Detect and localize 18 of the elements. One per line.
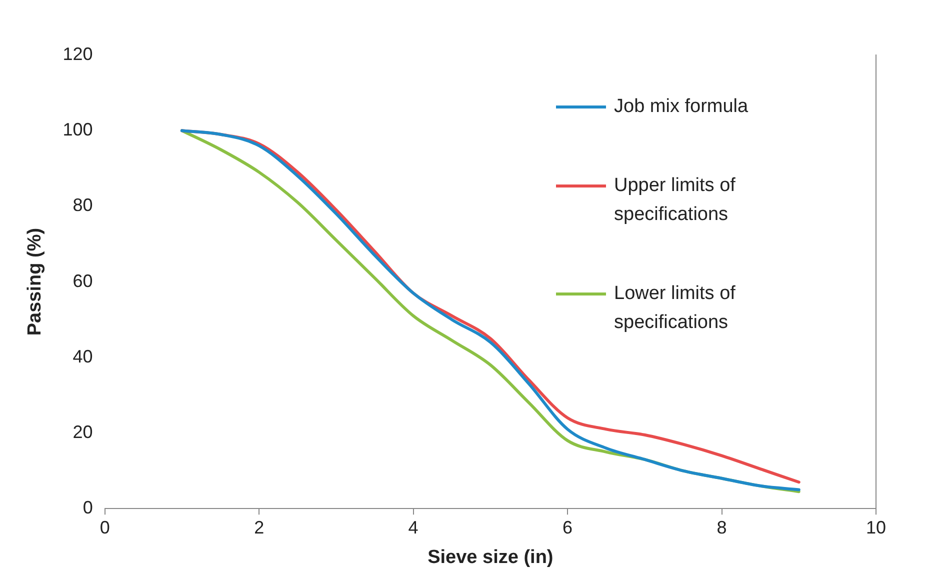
y-tick-label: 80 xyxy=(72,195,93,216)
x-tick-label: 6 xyxy=(562,517,573,538)
x-tick-label: 8 xyxy=(716,517,727,538)
legend-label: Job mix formula xyxy=(614,96,749,118)
x-tick-label: 2 xyxy=(254,517,264,538)
y-tick-label: 20 xyxy=(72,422,93,442)
y-tick-label: 40 xyxy=(72,346,93,366)
x-tick-label: 4 xyxy=(408,517,418,538)
y-tick-label: 120 xyxy=(62,44,93,64)
legend-label: Lower limits of specifications xyxy=(614,283,736,334)
x-tick-label: 10 xyxy=(866,517,886,538)
y-tick-label: 60 xyxy=(72,270,93,291)
y-axis-title: Passing (%) xyxy=(24,228,46,336)
x-axis-title: Sieve size (in) xyxy=(428,546,554,568)
y-tick-label: 0 xyxy=(82,498,93,518)
legend-label: Upper limits of specifications xyxy=(614,175,736,226)
y-tick-label: 100 xyxy=(62,120,93,140)
x-tick-label: 0 xyxy=(100,517,110,538)
